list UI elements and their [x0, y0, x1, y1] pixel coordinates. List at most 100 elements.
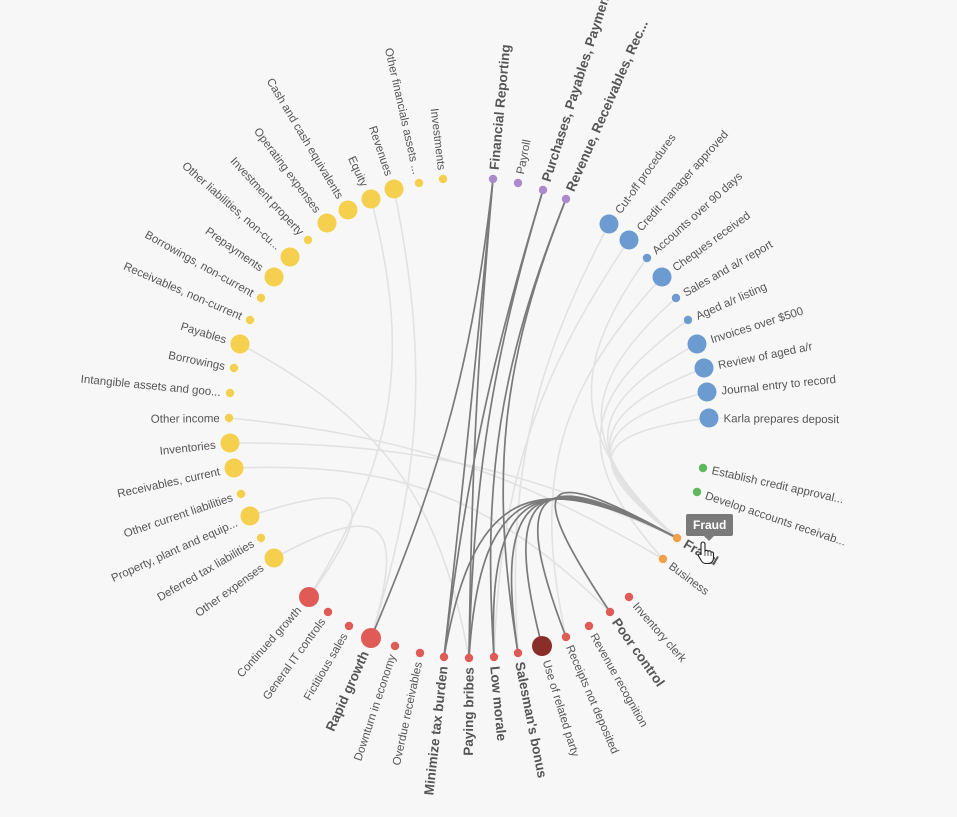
node-dot[interactable]	[687, 334, 707, 354]
node-dot[interactable]	[652, 267, 672, 287]
node-dot[interactable]	[605, 607, 615, 617]
node-dot[interactable]	[280, 247, 300, 267]
node-dot[interactable]	[561, 632, 571, 642]
node-dot[interactable]	[624, 592, 634, 602]
node-borrowings[interactable]: Borrowings	[167, 350, 239, 373]
node-intangible-assets-and-goo[interactable]: Intangible assets and goo...	[80, 374, 235, 399]
node-dot[interactable]	[488, 174, 498, 184]
node-dot[interactable]	[464, 653, 474, 663]
node-dot[interactable]	[672, 533, 682, 543]
node-label[interactable]: Other liabilities, non-cu...	[179, 160, 282, 253]
node-dot[interactable]	[361, 628, 381, 648]
node-dot[interactable]	[240, 506, 260, 526]
node-label[interactable]: Borrowings, non-current	[143, 229, 257, 300]
node-dot[interactable]	[642, 253, 652, 263]
node-dot[interactable]	[256, 533, 266, 543]
node-dot[interactable]	[224, 458, 244, 478]
node-dot[interactable]	[489, 652, 499, 662]
node-dot[interactable]	[415, 648, 425, 658]
node-dot[interactable]	[414, 178, 424, 188]
node-label[interactable]: Cash and cash equivalents	[264, 76, 345, 201]
node-label[interactable]: Salesman's bonus	[512, 661, 550, 780]
node-label[interactable]: Financial Reporting	[487, 44, 514, 171]
node-dot[interactable]	[299, 587, 319, 607]
node-dot[interactable]	[303, 235, 313, 245]
node-dot[interactable]	[236, 489, 246, 499]
node-journal-entry-to-record[interactable]: Journal entry to record	[697, 374, 837, 402]
node-label[interactable]: Review of aged a/r	[717, 341, 814, 372]
node-label[interactable]: Borrowings	[167, 350, 226, 373]
node-dot[interactable]	[671, 293, 681, 303]
node-dot[interactable]	[698, 463, 708, 473]
node-dot[interactable]	[230, 334, 250, 354]
node-equity[interactable]: Equity	[345, 155, 381, 209]
node-dot[interactable]	[513, 178, 523, 188]
node-dot[interactable]	[584, 621, 594, 631]
node-label[interactable]: Intangible assets and goo...	[80, 374, 221, 399]
node-cut-off-procedures[interactable]: Cut-off procedures	[599, 132, 679, 234]
node-label[interactable]: Payables	[179, 321, 228, 347]
node-financial-reporting[interactable]: Financial Reporting	[487, 44, 514, 184]
node-dot[interactable]	[338, 200, 358, 220]
node-dot[interactable]	[438, 174, 448, 184]
node-inventories[interactable]: Inventories	[159, 433, 240, 458]
node-minimize-tax-burden[interactable]: Minimize tax burden	[421, 652, 451, 796]
node-dot[interactable]	[264, 548, 284, 568]
node-label[interactable]: Revenues	[366, 125, 394, 178]
node-dot[interactable]	[384, 179, 404, 199]
node-overdue-receivables[interactable]: Overdue receivables	[391, 648, 425, 767]
node-dot[interactable]	[683, 315, 693, 325]
node-dot[interactable]	[561, 194, 571, 204]
node-dot[interactable]	[692, 487, 702, 497]
node-dot[interactable]	[439, 652, 449, 662]
node-label[interactable]: Business	[666, 561, 711, 599]
node-karla-prepares-deposit[interactable]: Karla prepares deposit	[699, 408, 841, 428]
node-dot[interactable]	[599, 214, 619, 234]
node-label[interactable]: Journal entry to record	[721, 374, 837, 398]
node-dot[interactable]	[513, 648, 523, 658]
node-label[interactable]: Karla prepares deposit	[723, 413, 840, 426]
node-label[interactable]: Investment property	[227, 155, 305, 238]
node-dot[interactable]	[619, 230, 639, 250]
node-paying-bribes[interactable]: Paying bribes	[461, 653, 477, 756]
node-dot[interactable]	[699, 408, 719, 428]
node-dot[interactable]	[658, 554, 668, 564]
node-dot[interactable]	[224, 413, 234, 423]
node-label[interactable]: Receivables, current	[116, 466, 222, 500]
node-label[interactable]: Investments	[428, 108, 447, 171]
node-label[interactable]: Overdue receivables	[391, 661, 425, 767]
node-label[interactable]: Equity	[345, 155, 369, 189]
link-faint	[308, 198, 394, 598]
node-revenues[interactable]: Revenues	[366, 125, 404, 199]
node-dot[interactable]	[317, 213, 337, 233]
node-label[interactable]: Low morale	[487, 666, 509, 743]
node-payables[interactable]: Payables	[179, 321, 250, 354]
node-label[interactable]: Minimize tax burden	[421, 665, 450, 796]
node-dot[interactable]	[538, 185, 548, 195]
node-dot[interactable]	[344, 621, 354, 631]
node-dot[interactable]	[256, 293, 266, 303]
node-dot[interactable]	[245, 315, 255, 325]
node-investments[interactable]: Investments	[428, 108, 448, 184]
node-label[interactable]: Payroll	[515, 139, 534, 176]
node-label[interactable]: Inventories	[159, 440, 216, 458]
node-general-it-controls[interactable]: General IT controls	[261, 607, 333, 703]
node-dot[interactable]	[361, 189, 381, 209]
node-dot[interactable]	[697, 382, 717, 402]
node-low-morale[interactable]: Low morale	[487, 652, 509, 743]
node-dot[interactable]	[532, 636, 552, 656]
node-dot[interactable]	[323, 607, 333, 617]
node-dot[interactable]	[390, 641, 400, 651]
node-label[interactable]: Other income	[151, 413, 220, 426]
node-label[interactable]: Receivables, non-current	[122, 261, 245, 323]
node-dot[interactable]	[229, 363, 239, 373]
node-dot[interactable]	[220, 433, 240, 453]
node-payroll[interactable]: Payroll	[513, 139, 534, 188]
node-dot[interactable]	[694, 358, 714, 378]
node-receivables-non-current[interactable]: Receivables, non-current	[122, 261, 255, 325]
node-investment-property[interactable]: Investment property	[227, 155, 313, 245]
node-other-income[interactable]: Other income	[151, 413, 234, 426]
node-label[interactable]: Paying bribes	[461, 667, 477, 756]
node-dot[interactable]	[225, 388, 235, 398]
node-dot[interactable]	[264, 267, 284, 287]
